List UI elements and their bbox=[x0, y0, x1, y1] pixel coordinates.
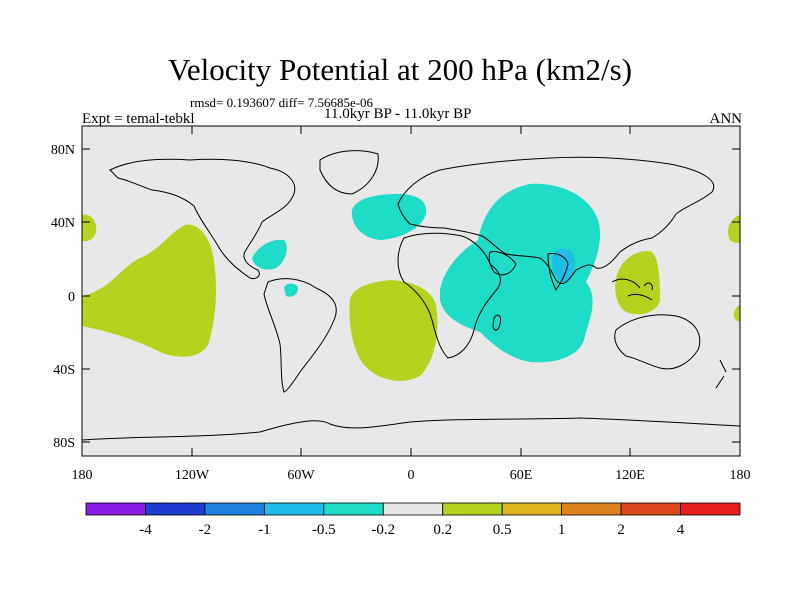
coast-africa bbox=[397, 232, 501, 359]
lon-label-120w: 120W bbox=[175, 468, 210, 483]
colorbar-box-10 bbox=[680, 502, 741, 516]
subtitle: 11.0kyr BP - 11.0kyr BP bbox=[324, 106, 472, 122]
region-pacific-positive bbox=[82, 224, 216, 357]
lon-label-180w: 180 bbox=[72, 468, 93, 483]
region-west-edge-positive bbox=[82, 214, 97, 242]
coast-india bbox=[547, 253, 569, 291]
season-label: ANN bbox=[709, 111, 743, 127]
lon-label-120e: 120E bbox=[615, 468, 645, 483]
coast-north-america bbox=[109, 158, 296, 279]
lat-label-40s: 40S bbox=[53, 363, 75, 378]
lon-label-0: 0 bbox=[408, 468, 415, 483]
colorbar-box-4 bbox=[323, 502, 384, 516]
colorbar-label-5: 0.2 bbox=[433, 522, 452, 538]
region-east-edge-positive-south bbox=[733, 305, 740, 322]
colorbar-label-0: -4 bbox=[139, 522, 152, 538]
coast-eurasia bbox=[397, 156, 715, 285]
coast-new-zealand bbox=[715, 359, 727, 389]
colorbar-label-9: 4 bbox=[677, 522, 685, 538]
colorbar-label-1: -2 bbox=[199, 522, 212, 538]
lat-labels: 80N 40N 0 40S 80S bbox=[51, 143, 75, 451]
lat-label-0: 0 bbox=[68, 290, 75, 305]
lat-label-80n: 80N bbox=[51, 143, 75, 158]
coastlines bbox=[81, 150, 741, 441]
coast-south-america bbox=[263, 278, 337, 393]
colorbar bbox=[85, 502, 741, 516]
coast-greenland bbox=[319, 150, 379, 195]
colorbar-label-6: 0.5 bbox=[493, 522, 512, 538]
lon-label-180e: 180 bbox=[730, 468, 751, 483]
lon-axis bbox=[191, 126, 631, 456]
region-caribbean-negative bbox=[252, 239, 287, 270]
lon-label-60w: 60W bbox=[287, 468, 315, 483]
colorbar-label-3: -0.5 bbox=[312, 522, 336, 538]
lon-labels: 180 120W 60W 0 60E 120E 180 bbox=[72, 468, 751, 483]
lat-axis bbox=[82, 148, 740, 443]
colorbar-box-0 bbox=[85, 502, 146, 516]
coast-antarctica bbox=[81, 417, 741, 441]
lat-label-80s: 80S bbox=[53, 436, 75, 451]
colorbar-box-9 bbox=[620, 502, 681, 516]
colorbar-label-8: 2 bbox=[617, 522, 625, 538]
colorbar-box-2 bbox=[204, 502, 265, 516]
coast-madagascar bbox=[492, 314, 501, 331]
plot-title: Velocity Potential at 200 hPa (km2/s) bbox=[167, 52, 633, 87]
lat-label-40n: 40N bbox=[51, 216, 75, 231]
colorbar-box-1 bbox=[145, 502, 206, 516]
experiment-label: Expt = temal-tebkl bbox=[82, 111, 195, 127]
contour-fills bbox=[82, 183, 740, 381]
colorbar-label-7: 1 bbox=[558, 522, 566, 538]
colorbar-label-2: -1 bbox=[258, 522, 271, 538]
coast-australia bbox=[614, 314, 701, 370]
coast-maritime-islands bbox=[611, 278, 653, 301]
stats-text: rmsd= 0.193607 diff= 7.56685e-06 bbox=[190, 95, 374, 110]
colorbar-label-4: -0.2 bbox=[371, 522, 395, 538]
colorbar-box-5 bbox=[382, 502, 444, 516]
colorbar-box-3 bbox=[263, 502, 325, 516]
lon-label-60e: 60E bbox=[510, 468, 533, 483]
region-amazon-negative bbox=[284, 283, 298, 297]
colorbar-labels: -4 -2 -1 -0.5 -0.2 0.2 0.5 1 2 4 bbox=[139, 522, 685, 538]
colorbar-box-7 bbox=[501, 502, 563, 516]
region-indian-ocean-negative bbox=[440, 183, 601, 363]
colorbar-box-8 bbox=[561, 502, 622, 516]
region-south-atlantic-positive bbox=[349, 280, 438, 381]
region-north-atlantic-negative bbox=[351, 194, 427, 240]
colorbar-box-6 bbox=[442, 502, 503, 516]
coast-arabia bbox=[488, 251, 517, 276]
region-india-strong-negative bbox=[552, 248, 575, 283]
